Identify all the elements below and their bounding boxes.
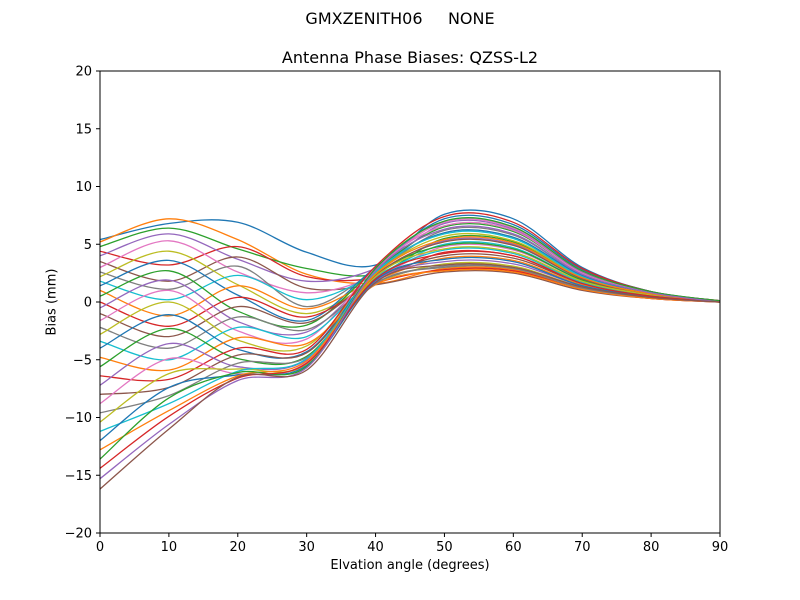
x-tick-label: 80 [643,540,660,555]
y-tick-label: −15 [65,469,92,484]
axes-spines [99,70,721,534]
y-tick-label: 0 [84,296,92,311]
series-lines [100,209,720,490]
x-tick-label: 70 [574,540,591,555]
x-tick-label: 30 [298,540,315,555]
series-line-34 [100,250,720,469]
y-tick-label: 10 [75,180,92,195]
series-line-29 [100,246,720,423]
x-axis-label: Elvation angle (degrees) [330,558,490,573]
series-line-33 [100,217,720,460]
y-tick-label: −20 [65,527,92,542]
series-line-36 [100,263,720,490]
series-line-31 [100,256,720,442]
x-tick-label: 20 [230,540,247,555]
x-tick-label: 60 [505,540,522,555]
series-line-28 [100,264,720,414]
y-axis-label: Bias (mm) [44,268,60,336]
x-tick-label: 50 [436,540,453,555]
y-tick-label: 15 [75,122,92,137]
axes-title: Antenna Phase Biases: QZSS-L2 [281,48,539,67]
y-tick-label: 20 [75,65,92,80]
x-tick-label: 90 [712,540,729,555]
x-tick-label: 0 [96,540,104,555]
x-tick-label: 40 [367,540,384,555]
series-line-26 [100,238,720,396]
y-tick-label: −5 [73,353,92,368]
y-tick-label: −10 [65,411,92,426]
series-line-32 [100,236,720,451]
y-tick-label: 5 [84,238,92,253]
figure-suptitle: GMXZENITH06 NONE [305,9,495,28]
series-line-24 [100,212,720,382]
x-tick-label: 10 [161,540,178,555]
